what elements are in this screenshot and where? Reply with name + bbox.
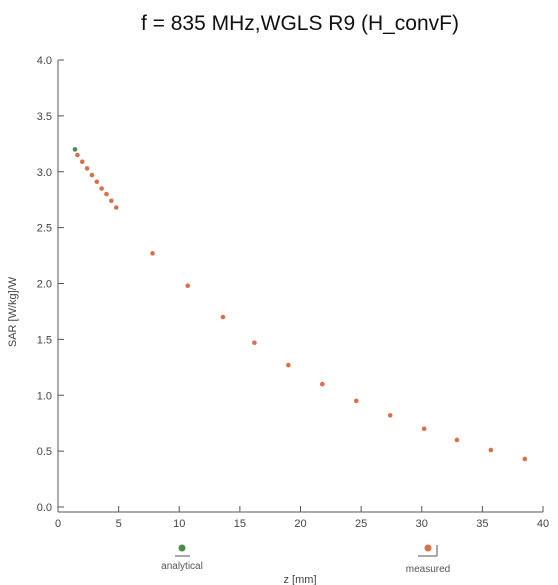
x-tick-label: 15 xyxy=(234,518,246,530)
y-ticks: 0.0 0.5 1.0 1.5 2.0 2.5 3.0 3.5 4.0 xyxy=(37,55,64,514)
x-ticks: 0 5 10 15 20 25 30 35 40 xyxy=(55,506,549,530)
point-measured xyxy=(113,205,119,210)
point-measured xyxy=(89,172,95,178)
point-measured xyxy=(79,159,85,164)
legend-item-measured: measured xyxy=(406,544,450,575)
x-tick-label: 25 xyxy=(355,518,367,530)
x-tick-label: 5 xyxy=(116,518,122,530)
point-measured xyxy=(488,447,494,453)
y-tick-label: 4.0 xyxy=(37,55,52,67)
x-axis-label: z [mm] xyxy=(284,574,317,585)
legend-label-measured: measured xyxy=(406,564,450,575)
point-measured xyxy=(75,152,80,158)
point-measured xyxy=(387,413,393,418)
y-tick-label: 2.5 xyxy=(37,223,52,235)
y-tick-label: 2.0 xyxy=(37,279,52,291)
point-measured xyxy=(185,283,191,289)
plot-area xyxy=(57,60,543,513)
point-measured xyxy=(320,381,325,387)
point-measured xyxy=(109,198,114,204)
point-measured xyxy=(84,166,90,171)
y-tick-label: 1.0 xyxy=(37,390,52,402)
y-tick-label: 0.5 xyxy=(37,446,52,458)
point-measured xyxy=(353,398,359,404)
point-measured xyxy=(220,314,226,320)
point-measured xyxy=(454,437,460,443)
x-tick-label: 40 xyxy=(537,518,549,530)
chart-title: f = 835 MHz,WGLS R9 (H_convF) xyxy=(141,12,459,35)
data-points xyxy=(72,147,528,462)
legend: analytical measured xyxy=(161,544,450,575)
x-tick-label: 10 xyxy=(173,518,185,530)
y-tick-label: 1.5 xyxy=(37,334,52,346)
x-tick-label: 30 xyxy=(416,518,428,530)
point-measured xyxy=(94,179,100,185)
y-tick-label: 3.5 xyxy=(37,111,52,123)
point-measured xyxy=(104,191,109,197)
y-axis-label: SAR [W/kg]/W xyxy=(7,276,19,347)
point-measured xyxy=(252,340,257,346)
x-tick-label: 35 xyxy=(476,518,488,530)
point-measured xyxy=(522,456,528,462)
point-measured xyxy=(99,186,104,191)
point-measured xyxy=(150,251,155,256)
legend-marker-analytical xyxy=(178,544,186,552)
y-tick-label: 0.0 xyxy=(37,502,52,514)
y-tick-label: 3.0 xyxy=(37,167,52,179)
legend-label-analytical: analytical xyxy=(161,561,203,572)
legend-marker-measured xyxy=(424,544,432,552)
legend-item-analytical: analytical xyxy=(161,544,203,572)
point-measured xyxy=(421,426,427,432)
point-measured xyxy=(286,362,291,368)
x-tick-label: 20 xyxy=(294,518,306,530)
point-analytical xyxy=(72,147,78,152)
x-tick-label: 0 xyxy=(55,518,61,530)
